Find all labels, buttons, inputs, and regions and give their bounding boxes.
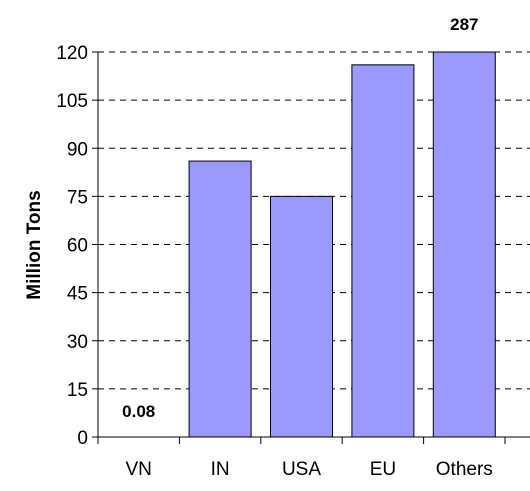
bars: [188, 51, 496, 438]
x-category-label: IN: [211, 459, 230, 480]
x-category-label: VN: [125, 459, 151, 480]
y-axis: [92, 51, 530, 444]
bar-usa: [270, 195, 333, 438]
y-tick-label: 0: [77, 428, 88, 449]
data-label: 0.08: [122, 402, 155, 421]
x-category-label: USA: [282, 459, 321, 480]
y-axis-title: Million Tons: [24, 190, 45, 299]
gridlines: [98, 51, 530, 390]
bar-others: [432, 51, 496, 438]
y-tick-label: 30: [67, 332, 88, 353]
y-tick-label: 90: [67, 139, 88, 160]
bar-eu: [351, 64, 415, 438]
data-label: 287: [450, 15, 478, 34]
y-tick-label: 120: [56, 43, 88, 64]
x-category-label: EU: [370, 459, 396, 480]
bar-in: [188, 160, 252, 438]
y-tick-label: 105: [56, 91, 88, 112]
y-tick-label: 75: [67, 187, 88, 208]
x-category-label: Others: [436, 459, 493, 480]
y-tick-label: 45: [67, 284, 88, 305]
labels: 0 15 30 45 60 75 90 105 120 VN 0.08 IN USA EU Others 28…: [56, 15, 493, 480]
y-tick-label: 15: [67, 380, 88, 401]
y-tick-label: 60: [67, 236, 88, 257]
